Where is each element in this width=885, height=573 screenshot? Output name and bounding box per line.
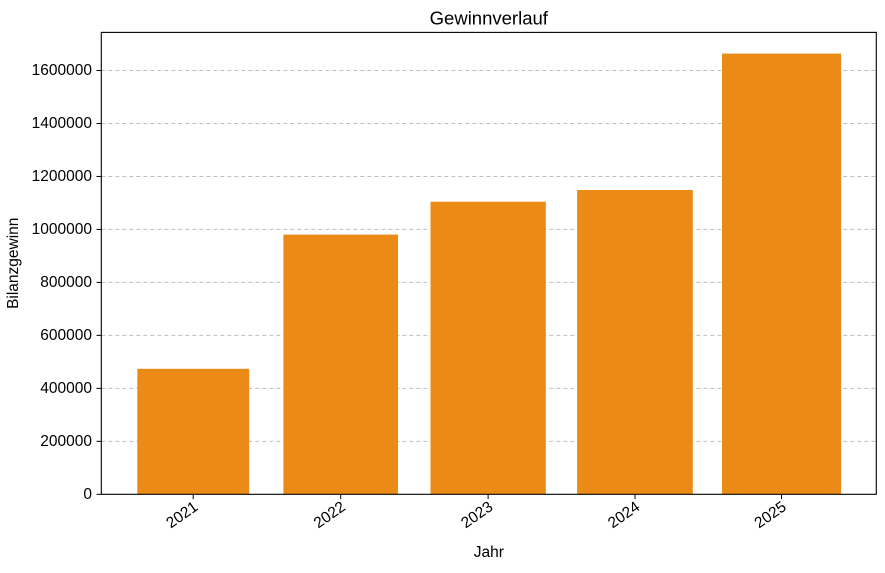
svg-text:0: 0 — [83, 486, 92, 503]
svg-text:1000000: 1000000 — [32, 221, 93, 238]
svg-text:2022: 2022 — [311, 498, 349, 532]
svg-text:1600000: 1600000 — [32, 62, 93, 79]
svg-text:600000: 600000 — [40, 327, 92, 344]
svg-text:Gewinnverlauf: Gewinnverlauf — [430, 8, 549, 29]
svg-text:2025: 2025 — [752, 498, 790, 532]
svg-text:2021: 2021 — [163, 498, 201, 532]
svg-text:1400000: 1400000 — [32, 115, 93, 132]
svg-text:2024: 2024 — [605, 498, 643, 532]
svg-text:Jahr: Jahr — [474, 544, 504, 561]
svg-text:200000: 200000 — [40, 433, 92, 450]
svg-text:800000: 800000 — [40, 274, 92, 291]
svg-text:Bilanzgewinn: Bilanzgewinn — [5, 218, 22, 309]
svg-text:1200000: 1200000 — [32, 168, 93, 185]
svg-text:400000: 400000 — [40, 380, 92, 397]
svg-text:2023: 2023 — [458, 498, 496, 532]
